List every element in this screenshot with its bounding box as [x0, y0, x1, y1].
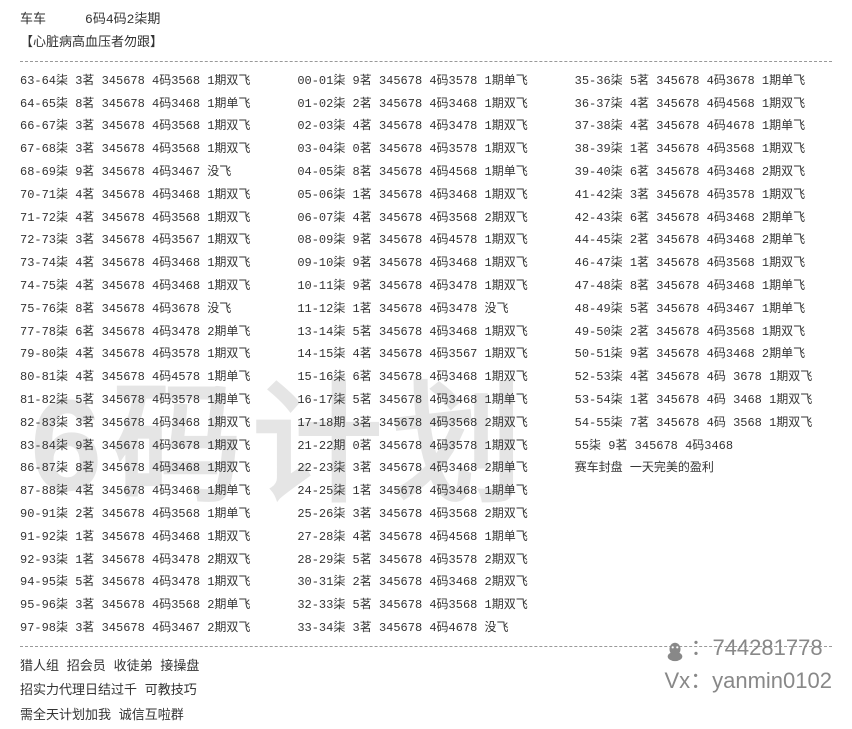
- data-row: 80-81柒 4茗 345678 4码4578 1期单飞: [20, 366, 277, 389]
- data-row: 48-49柒 5茗 345678 4码3467 1期单飞: [575, 298, 832, 321]
- data-row: 64-65柒 8茗 345678 4码3468 1期单飞: [20, 93, 277, 116]
- data-row: 70-71柒 4茗 345678 4码3468 1期双飞: [20, 184, 277, 207]
- data-row: 22-23柒 3茗 345678 4码3468 2期单飞: [297, 457, 554, 480]
- data-row: 36-37柒 4茗 345678 4码4568 1期双飞: [575, 93, 832, 116]
- warning-text: 【心脏病高血压者勿跟】: [20, 31, 832, 54]
- data-row: 68-69柒 9茗 345678 4码3467 没飞: [20, 161, 277, 184]
- data-row: 52-53柒 4茗 345678 4码 3678 1期双飞: [575, 366, 832, 389]
- title-b: 6码4码2柒期: [85, 12, 160, 27]
- data-row: 41-42柒 3茗 345678 4码3578 1期双飞: [575, 184, 832, 207]
- data-row: 11-12柒 1茗 345678 4码3478 没飞: [297, 298, 554, 321]
- header-block: 车车 6码4码2柒期 【心脏病高血压者勿跟】: [20, 8, 832, 55]
- vx-label: Vx：: [664, 668, 712, 693]
- data-row: 06-07柒 4茗 345678 4码3568 2期双飞: [297, 207, 554, 230]
- data-row: 37-38柒 4茗 345678 4码4678 1期单飞: [575, 115, 832, 138]
- data-row: 05-06柒 1茗 345678 4码3468 1期双飞: [297, 184, 554, 207]
- data-row: 01-02柒 2茗 345678 4码3468 1期双飞: [297, 93, 554, 116]
- column-3: 35-36柒 5茗 345678 4码3678 1期单飞36-37柒 4茗 34…: [575, 70, 832, 640]
- data-row: 24-25柒 1茗 345678 4码3468 1期单飞: [297, 480, 554, 503]
- footer-line-3: 需全天计划加我 诚信互啦群: [20, 704, 832, 729]
- data-row: 38-39柒 1茗 345678 4码3568 1期双飞: [575, 138, 832, 161]
- data-row: 83-84柒 9茗 345678 4码3678 1期双飞: [20, 435, 277, 458]
- data-row: 39-40柒 6茗 345678 4码3468 2期双飞: [575, 161, 832, 184]
- data-row: 17-18期 3茗 345678 4码3568 2期双飞: [297, 412, 554, 435]
- data-row: 79-80柒 4茗 345678 4码3578 1期双飞: [20, 343, 277, 366]
- data-row: 75-76柒 8茗 345678 4码3678 没飞: [20, 298, 277, 321]
- data-row: 92-93柒 1茗 345678 4码3478 2期双飞: [20, 549, 277, 572]
- data-row: 87-88柒 4茗 345678 4码3468 1期单飞: [20, 480, 277, 503]
- data-row: 82-83柒 3茗 345678 4码3468 1期双飞: [20, 412, 277, 435]
- data-row: 32-33柒 5茗 345678 4码3568 1期双飞: [297, 594, 554, 617]
- data-row: 72-73柒 3茗 345678 4码3567 1期双飞: [20, 229, 277, 252]
- data-row: 28-29柒 5茗 345678 4码3578 2期双飞: [297, 549, 554, 572]
- data-row: 63-64柒 3茗 345678 4码3568 1期双飞: [20, 70, 277, 93]
- data-columns: 63-64柒 3茗 345678 4码3568 1期双飞64-65柒 8茗 34…: [20, 70, 832, 640]
- data-row: 46-47柒 1茗 345678 4码3568 1期双飞: [575, 252, 832, 275]
- data-row: 53-54柒 1茗 345678 4码 3468 1期双飞: [575, 389, 832, 412]
- data-row: 47-48柒 8茗 345678 4码3468 1期单飞: [575, 275, 832, 298]
- data-row: 09-10柒 9茗 345678 4码3468 1期双飞: [297, 252, 554, 275]
- data-row: 10-11柒 9茗 345678 4码3478 1期双飞: [297, 275, 554, 298]
- data-row: 16-17柒 5茗 345678 4码3468 1期单飞: [297, 389, 554, 412]
- data-row: 30-31柒 2茗 345678 4码3468 2期双飞: [297, 571, 554, 594]
- data-row: 赛车封盘 一天完美的盈利: [575, 457, 832, 480]
- column-1: 63-64柒 3茗 345678 4码3568 1期双飞64-65柒 8茗 34…: [20, 70, 277, 640]
- title-a: 车车: [20, 12, 46, 27]
- data-row: 66-67柒 3茗 345678 4码3568 1期双飞: [20, 115, 277, 138]
- data-row: 02-03柒 4茗 345678 4码3478 1期双飞: [297, 115, 554, 138]
- data-row: 33-34柒 3茗 345678 4码4678 没飞: [297, 617, 554, 640]
- data-row: 42-43柒 6茗 345678 4码3468 2期单飞: [575, 207, 832, 230]
- data-row: 00-01柒 9茗 345678 4码3578 1期单飞: [297, 70, 554, 93]
- data-row: 95-96柒 3茗 345678 4码3568 2期单飞: [20, 594, 277, 617]
- data-row: 91-92柒 1茗 345678 4码3468 1期双飞: [20, 526, 277, 549]
- data-row: 44-45柒 2茗 345678 4码3468 2期单飞: [575, 229, 832, 252]
- qq-number: ：744281778: [690, 635, 822, 660]
- data-row: 97-98柒 3茗 345678 4码3467 2期双飞: [20, 617, 277, 640]
- top-divider: [20, 61, 832, 62]
- data-row: 25-26柒 3茗 345678 4码3568 2期双飞: [297, 503, 554, 526]
- data-row: 03-04柒 0茗 345678 4码3578 1期双飞: [297, 138, 554, 161]
- vx-id: yanmin0102: [712, 668, 832, 693]
- data-row: 55柒 9茗 345678 4码3468: [575, 435, 832, 458]
- data-row: 94-95柒 5茗 345678 4码3478 1期双飞: [20, 571, 277, 594]
- data-row: 74-75柒 4茗 345678 4码3468 1期双飞: [20, 275, 277, 298]
- data-row: 81-82柒 5茗 345678 4码3578 1期单飞: [20, 389, 277, 412]
- data-row: 08-09柒 9茗 345678 4码4578 1期双飞: [297, 229, 554, 252]
- contact-qq: ：744281778: [664, 631, 832, 664]
- data-row: 77-78柒 6茗 345678 4码3478 2期单飞: [20, 321, 277, 344]
- data-row: 49-50柒 2茗 345678 4码3568 1期双飞: [575, 321, 832, 344]
- data-row: 71-72柒 4茗 345678 4码3568 1期双飞: [20, 207, 277, 230]
- data-row: 13-14柒 5茗 345678 4码3468 1期双飞: [297, 321, 554, 344]
- contact-block: ：744281778 Vx：yanmin0102: [664, 631, 832, 697]
- data-row: 14-15柒 4茗 345678 4码3567 1期双飞: [297, 343, 554, 366]
- column-2: 00-01柒 9茗 345678 4码3578 1期单飞01-02柒 2茗 34…: [297, 70, 554, 640]
- data-row: 04-05柒 8茗 345678 4码4568 1期单飞: [297, 161, 554, 184]
- data-row: 86-87柒 8茗 345678 4码3468 1期双飞: [20, 457, 277, 480]
- penguin-icon: [664, 638, 686, 660]
- data-row: 67-68柒 3茗 345678 4码3568 1期双飞: [20, 138, 277, 161]
- data-row: 90-91柒 2茗 345678 4码3568 1期单飞: [20, 503, 277, 526]
- data-row: 15-16柒 6茗 345678 4码3468 1期双飞: [297, 366, 554, 389]
- data-row: 50-51柒 9茗 345678 4码3468 2期单飞: [575, 343, 832, 366]
- data-row: 27-28柒 4茗 345678 4码4568 1期单飞: [297, 526, 554, 549]
- data-row: 73-74柒 4茗 345678 4码3468 1期双飞: [20, 252, 277, 275]
- data-row: 21-22期 0茗 345678 4码3578 1期双飞: [297, 435, 554, 458]
- contact-vx: Vx：yanmin0102: [664, 664, 832, 697]
- data-row: 54-55柒 7茗 345678 4码 3568 1期双飞: [575, 412, 832, 435]
- data-row: 35-36柒 5茗 345678 4码3678 1期单飞: [575, 70, 832, 93]
